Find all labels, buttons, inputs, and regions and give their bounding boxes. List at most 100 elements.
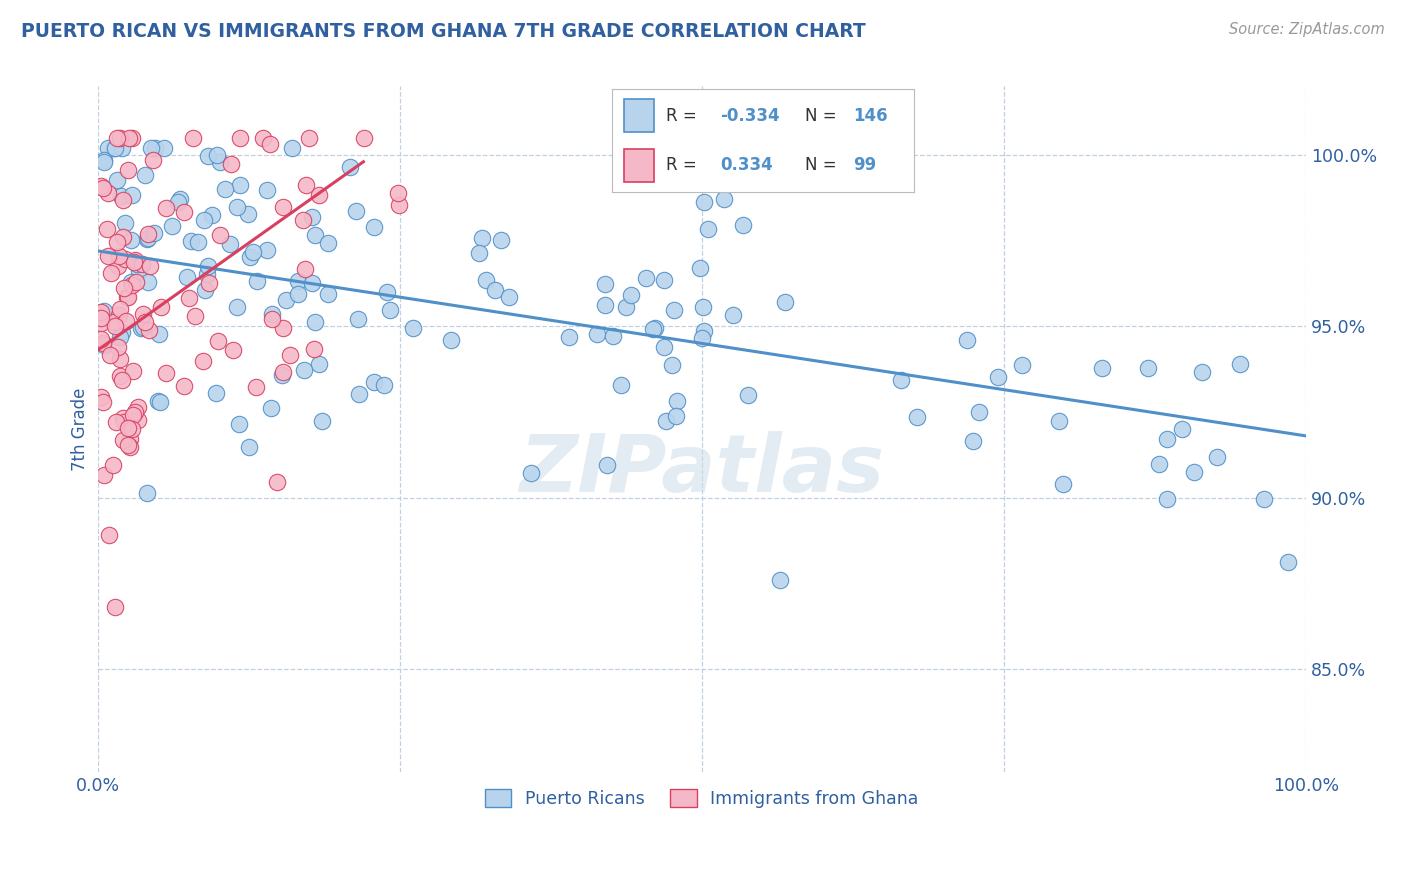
Point [136,231,159,245]
Point [176,270,198,285]
Point [142,153,165,168]
Point [197,276,219,290]
Point [107,249,129,263]
Point [440,333,463,347]
Point [229,178,252,192]
Point [721,308,744,322]
Point [115,290,138,304]
Point [98,348,121,362]
Point [308,187,330,202]
Point [295,178,318,192]
Point [260,401,283,415]
Point [112,415,135,429]
Point [769,573,792,587]
Point [593,298,616,312]
Point [256,244,278,258]
Point [401,320,423,334]
Point [204,386,226,401]
Point [225,200,247,214]
Point [1011,358,1033,372]
Point [291,213,314,227]
Point [90,390,112,404]
Point [344,204,367,219]
Point [205,148,228,162]
Point [97,141,120,155]
Point [214,182,236,196]
Point [388,198,411,212]
Point [520,466,543,480]
Point [610,378,633,392]
Point [890,373,912,387]
Point [301,277,323,291]
Point [136,227,159,242]
Point [1205,450,1227,464]
Point [143,141,166,155]
Point [1137,361,1160,376]
Point [117,162,139,177]
Point [491,233,513,247]
Point [201,208,224,222]
Point [183,310,205,324]
Point [1091,360,1114,375]
Point [245,380,267,394]
Point [346,311,368,326]
Point [690,331,713,345]
Point [197,149,219,163]
Point [271,200,294,214]
Point [121,130,143,145]
Point [120,440,142,454]
Point [209,227,232,242]
Point [160,219,183,233]
Point [276,293,298,308]
Point [586,326,609,341]
Point [193,354,215,368]
Text: 146: 146 [853,107,889,125]
Point [222,343,245,357]
Point [139,259,162,273]
Point [347,387,370,401]
Point [166,194,188,209]
Point [1156,433,1178,447]
Point [155,366,177,380]
Point [363,375,385,389]
Point [689,260,711,275]
Point [138,323,160,337]
Point [110,330,132,344]
Point [229,130,252,145]
Point [100,266,122,280]
Point [692,324,714,338]
Point [179,291,201,305]
Point [104,600,127,615]
Point [103,141,125,155]
Point [114,216,136,230]
Point [652,340,675,354]
Point [655,414,678,428]
Point [114,314,136,328]
Point [148,394,170,409]
Point [713,192,735,206]
Point [131,257,153,271]
Point [125,257,148,271]
Point [238,441,260,455]
Point [287,274,309,288]
Point [614,300,637,314]
Point [987,370,1010,384]
Point [259,137,281,152]
Point [149,395,172,409]
Point [636,271,658,285]
Point [111,326,134,340]
Legend: Puerto Ricans, Immigrants from Ghana: Puerto Ricans, Immigrants from Ghana [478,781,925,814]
Point [136,486,159,500]
Point [1156,491,1178,506]
Point [692,300,714,314]
Point [142,226,165,240]
Point [104,141,127,155]
Point [93,467,115,482]
Point [471,230,494,244]
Point [120,432,142,446]
Point [91,181,114,195]
Point [111,373,134,387]
Point [112,280,135,294]
Point [662,302,685,317]
Point [620,288,643,302]
